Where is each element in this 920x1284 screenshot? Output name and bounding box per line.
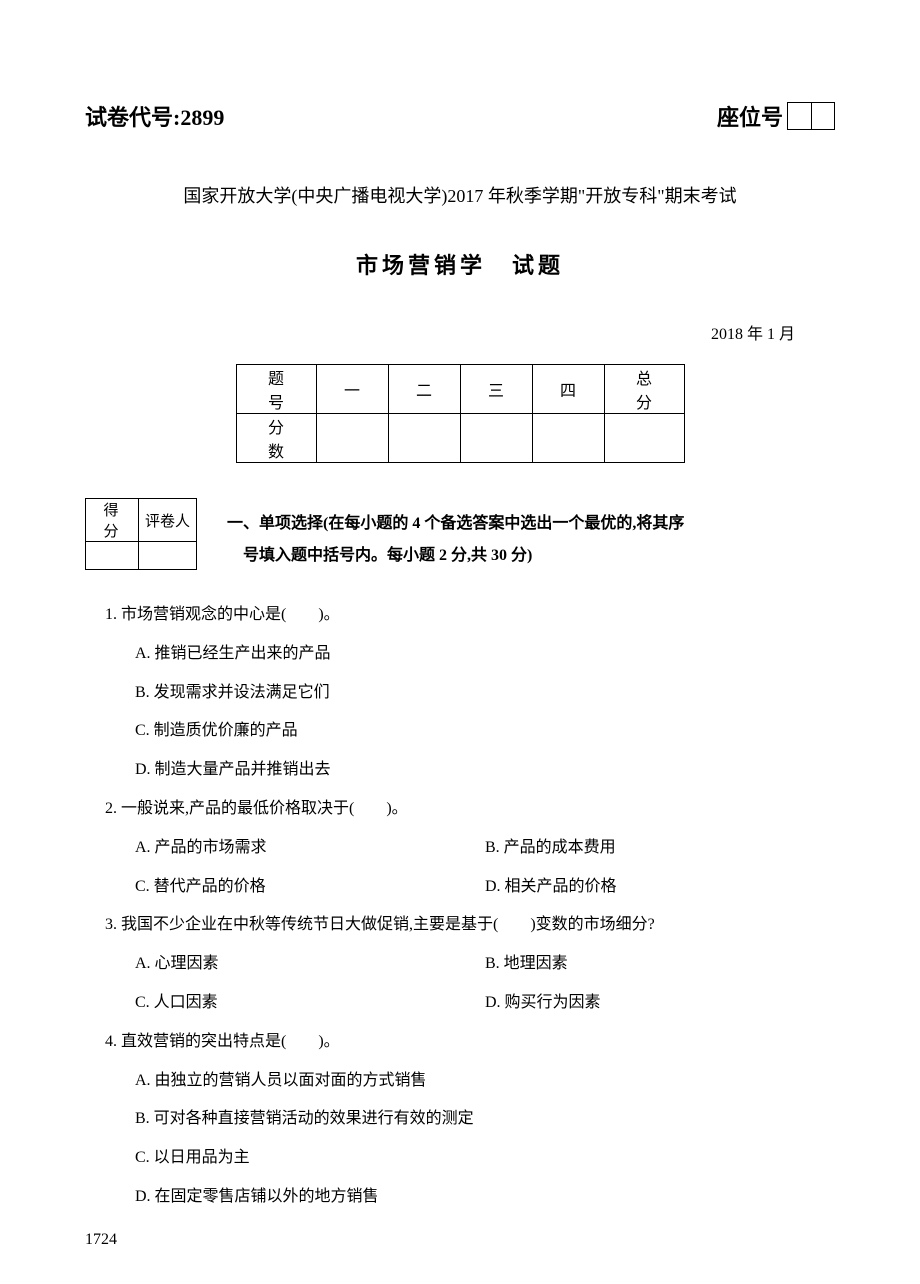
q4-options: A. 由独立的营销人员以面对面的方式销售 B. 可对各种直接营销活动的效果进行有… (135, 1063, 835, 1216)
question-3: 3. 我国不少企业在中秋等传统节日大做促销,主要是基于( )变数的市场细分? A… (105, 907, 835, 1023)
grader-table: 得 分 评卷人 (85, 498, 197, 570)
section-1-title-line2: 号填入题中括号内。每小题 2 分,共 30 分) (227, 540, 684, 572)
score-val-4 (532, 414, 604, 463)
score-col-1: 一 (316, 365, 388, 414)
paper-code-label: 试卷代号: (85, 105, 180, 130)
grader-score-label: 得 分 (86, 499, 139, 542)
q1-options: A. 推销已经生产出来的产品 B. 发现需求并设法满足它们 C. 制造质优价廉的… (135, 636, 835, 789)
question-4: 4. 直效营销的突出特点是( )。 A. 由独立的营销人员以面对面的方式销售 B… (105, 1024, 835, 1216)
q4-option-c: C. 以日用品为主 (135, 1140, 835, 1177)
score-col-2: 二 (388, 365, 460, 414)
q3-text: 3. 我国不少企业在中秋等传统节日大做促销,主要是基于( )变数的市场细分? (105, 907, 835, 944)
q2-option-d: D. 相关产品的价格 (485, 869, 835, 906)
subtitle: 国家开放大学(中央广播电视大学)2017 年秋季学期"开放专科"期末考试 (85, 182, 835, 208)
score-table-value-row: 分 数 (236, 414, 684, 463)
q2-text: 2. 一般说来,产品的最低价格取决于( )。 (105, 791, 835, 828)
q1-option-b: B. 发现需求并设法满足它们 (135, 675, 835, 712)
grader-person-cell (139, 542, 197, 570)
score-val-3 (460, 414, 532, 463)
q1-text: 1. 市场营销观念的中心是( )。 (105, 597, 835, 634)
grader-score-cell (86, 542, 139, 570)
score-val-total (604, 414, 684, 463)
score-row2-label: 分 数 (236, 414, 316, 463)
paper-code: 试卷代号:2899 (85, 100, 224, 132)
q3-option-b: B. 地理因素 (485, 946, 835, 983)
q2-options: A. 产品的市场需求 C. 替代产品的价格 B. 产品的成本费用 D. 相关产品… (135, 830, 835, 908)
exam-date: 2018 年 1 月 (85, 320, 835, 344)
page-number: 1724 (85, 1231, 117, 1249)
question-1: 1. 市场营销观念的中心是( )。 A. 推销已经生产出来的产品 B. 发现需求… (105, 597, 835, 789)
q4-text: 4. 直效营销的突出特点是( )。 (105, 1024, 835, 1061)
seat-box-2 (811, 102, 835, 130)
seat-box-1 (787, 102, 811, 130)
score-col-total: 总 分 (604, 365, 684, 414)
q3-option-c: C. 人口因素 (135, 985, 485, 1022)
score-col-label: 题 号 (236, 365, 316, 414)
score-table-header-row: 题 号 一 二 三 四 总 分 (236, 365, 684, 414)
q3-options: A. 心理因素 C. 人口因素 B. 地理因素 D. 购买行为因素 (135, 946, 835, 1024)
score-col-4: 四 (532, 365, 604, 414)
header-row: 试卷代号:2899 座位号 (85, 100, 835, 132)
score-col-3: 三 (460, 365, 532, 414)
seat-boxes (787, 102, 835, 130)
q3-option-d: D. 购买行为因素 (485, 985, 835, 1022)
score-table: 题 号 一 二 三 四 总 分 分 数 (236, 364, 685, 463)
q4-option-a: A. 由独立的营销人员以面对面的方式销售 (135, 1063, 835, 1100)
seat-number: 座位号 (717, 100, 835, 132)
q1-option-d: D. 制造大量产品并推销出去 (135, 752, 835, 789)
seat-label: 座位号 (717, 100, 783, 132)
exam-title: 市场营销学 试题 (85, 248, 835, 280)
paper-code-value: 2899 (180, 105, 224, 130)
q4-option-b: B. 可对各种直接营销活动的效果进行有效的测定 (135, 1101, 835, 1138)
q1-option-a: A. 推销已经生产出来的产品 (135, 636, 835, 673)
section-1-title: 一、单项选择(在每小题的 4 个备选答案中选出一个最优的,将其序 号填入题中括号… (227, 498, 684, 572)
q1-option-c: C. 制造质优价廉的产品 (135, 713, 835, 750)
q2-option-a: A. 产品的市场需求 (135, 830, 485, 867)
q3-option-a: A. 心理因素 (135, 946, 485, 983)
q4-option-d: D. 在固定零售店铺以外的地方销售 (135, 1179, 835, 1216)
section-1-title-line1: 一、单项选择(在每小题的 4 个备选答案中选出一个最优的,将其序 (227, 508, 684, 540)
score-val-2 (388, 414, 460, 463)
section-1-row: 得 分 评卷人 一、单项选择(在每小题的 4 个备选答案中选出一个最优的,将其序… (85, 498, 835, 572)
question-2: 2. 一般说来,产品的最低价格取决于( )。 A. 产品的市场需求 C. 替代产… (105, 791, 835, 907)
q2-option-b: B. 产品的成本费用 (485, 830, 835, 867)
q2-option-c: C. 替代产品的价格 (135, 869, 485, 906)
score-val-1 (316, 414, 388, 463)
